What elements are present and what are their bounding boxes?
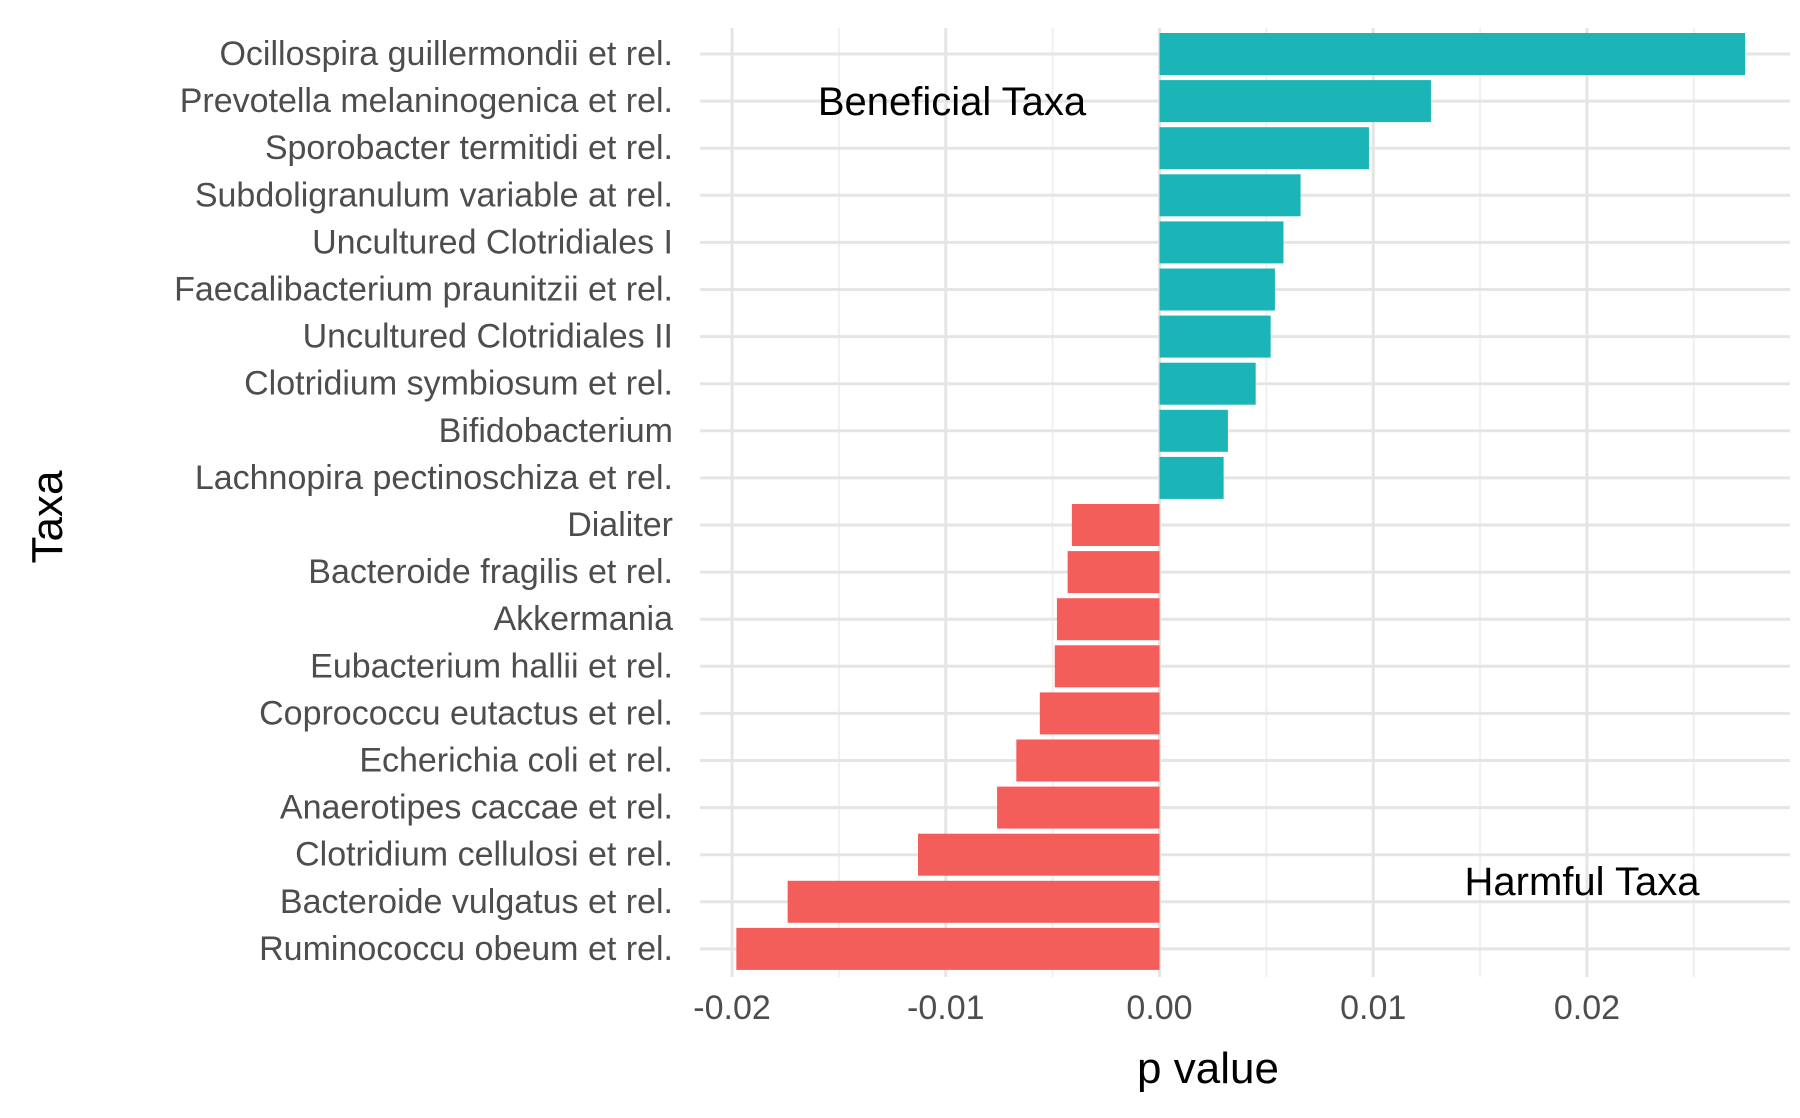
bar-harmful — [918, 833, 1160, 876]
x-tick-label: 0.00 — [1126, 989, 1192, 1027]
bar-beneficial — [1159, 221, 1284, 264]
y-tick-label: Bacteroide fragilis et rel. — [308, 553, 673, 591]
y-tick-label: Dialiter — [567, 506, 673, 544]
bar-harmful — [1067, 551, 1160, 594]
bar-beneficial — [1159, 315, 1271, 358]
y-tick-label: Echerichia coli et rel. — [359, 742, 673, 780]
y-tick-label: Lachnopira pectinoschiza et rel. — [195, 459, 673, 497]
bar-harmful — [787, 880, 1160, 923]
y-tick-label: Clotridium symbiosum et rel. — [244, 365, 673, 403]
y-tick-label: Coprococcu eutactus et rel. — [259, 694, 673, 732]
y-tick-label: Uncultured Clotridiales II — [303, 318, 673, 356]
y-tick-label: Akkermania — [493, 600, 673, 638]
bar-beneficial — [1159, 456, 1224, 499]
x-tick-label: 0.01 — [1340, 989, 1406, 1027]
grid-layer — [700, 28, 1790, 977]
y-tick-labels: Ocillospira guillermondii et rel. Prevote… — [174, 35, 673, 968]
x-tick-label: 0.02 — [1554, 989, 1620, 1027]
bar-beneficial — [1159, 409, 1228, 452]
y-tick-label: Bifidobacterium — [439, 412, 673, 450]
bars-layer — [736, 33, 1746, 970]
bar-beneficial — [1159, 33, 1746, 75]
bar-beneficial — [1159, 362, 1256, 405]
bar-harmful — [1071, 504, 1160, 546]
x-tick-labels: -0.02 -0.01 0.00 0.01 0.02 — [693, 989, 1620, 1027]
y-tick-label: Bacteroide vulgatus et rel. — [280, 883, 673, 921]
bar-harmful — [1039, 692, 1160, 735]
y-tick-label: Uncultured Clotridiales I — [312, 223, 673, 261]
x-axis-title: p value — [1137, 1044, 1279, 1093]
y-tick-label: Faecalibacterium praunitzii et rel. — [174, 271, 673, 309]
y-tick-label: Eubacterium hallii et rel. — [310, 647, 673, 685]
bar-harmful — [736, 927, 1160, 970]
bar-harmful — [1016, 739, 1160, 782]
bar-beneficial — [1159, 268, 1275, 311]
y-tick-label: Subdoligranulum variable at rel. — [195, 176, 673, 214]
y-tick-label: Clotridium cellulosi et rel. — [295, 836, 673, 874]
bar-beneficial — [1159, 174, 1301, 217]
bar-harmful — [1054, 645, 1160, 688]
y-axis-title: Taxa — [23, 470, 72, 563]
bar-harmful — [1056, 598, 1160, 641]
bar-beneficial — [1159, 127, 1369, 170]
annotation-harmful-taxa: Harmful Taxa — [1465, 860, 1701, 904]
bar-beneficial — [1159, 80, 1431, 123]
y-tick-label: Ruminococcu obeum et rel. — [259, 930, 673, 968]
y-tick-label: Anaerotipes caccae et rel. — [280, 789, 673, 827]
x-tick-label: -0.01 — [907, 989, 985, 1027]
y-tick-label: Prevotella melaninogenica et rel. — [180, 82, 673, 120]
y-tick-label: Sporobacter termitidi et rel. — [265, 129, 673, 167]
bar-harmful — [997, 786, 1160, 829]
y-tick-label: Ocillospira guillermondii et rel. — [219, 35, 673, 73]
x-tick-label: -0.02 — [693, 989, 771, 1027]
annotation-beneficial-taxa: Beneficial Taxa — [818, 80, 1087, 124]
